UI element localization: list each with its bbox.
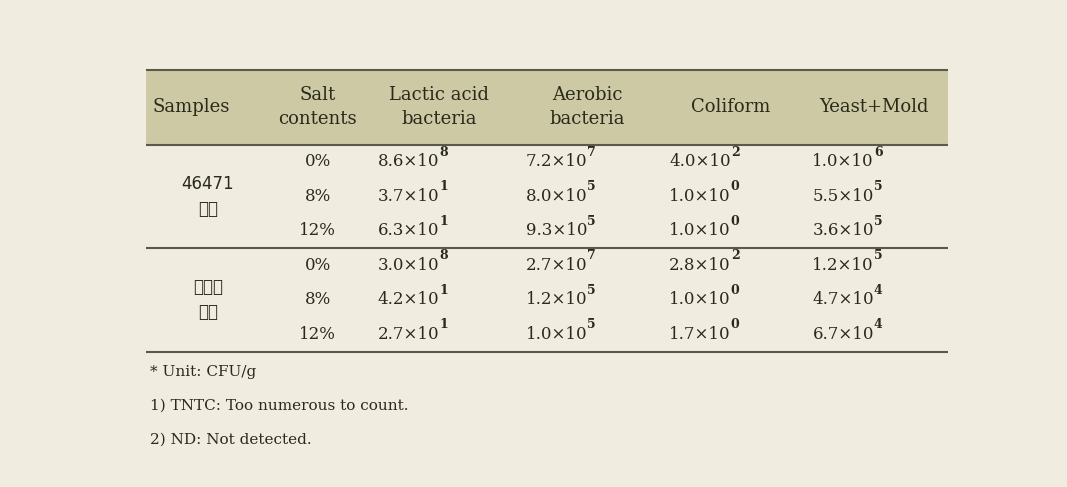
Text: 남안동
메주: 남안동 메주 — [193, 279, 223, 321]
Text: 2.8×10: 2.8×10 — [669, 257, 731, 274]
Text: 0: 0 — [731, 215, 739, 228]
Text: 5: 5 — [588, 318, 596, 331]
Text: 8%: 8% — [304, 291, 331, 308]
Text: Coliform: Coliform — [691, 98, 770, 116]
Text: 1.0×10: 1.0×10 — [526, 326, 588, 343]
Text: 1.0×10: 1.0×10 — [812, 153, 874, 170]
Text: 1.0×10: 1.0×10 — [669, 188, 731, 205]
Text: 8.0×10: 8.0×10 — [526, 188, 588, 205]
Text: 4.2×10: 4.2×10 — [378, 291, 440, 308]
Text: 1.2×10: 1.2×10 — [812, 257, 874, 274]
Text: 2: 2 — [731, 146, 739, 159]
Text: 4: 4 — [874, 284, 882, 297]
Text: 7: 7 — [588, 249, 596, 262]
Text: 3.7×10: 3.7×10 — [378, 188, 440, 205]
Text: 3.0×10: 3.0×10 — [378, 257, 440, 274]
Text: 0: 0 — [731, 284, 739, 297]
Text: 5: 5 — [588, 215, 596, 228]
Text: 8: 8 — [440, 146, 448, 159]
Text: 3.6×10: 3.6×10 — [812, 223, 874, 240]
Text: 6: 6 — [874, 146, 882, 159]
Text: 2) ND: Not detected.: 2) ND: Not detected. — [149, 432, 312, 446]
Text: 12%: 12% — [299, 326, 336, 343]
Text: 5: 5 — [874, 249, 882, 262]
Text: 1.2×10: 1.2×10 — [526, 291, 588, 308]
Text: 6.3×10: 6.3×10 — [378, 223, 440, 240]
Text: 1: 1 — [440, 284, 448, 297]
Text: 8.6×10: 8.6×10 — [378, 153, 440, 170]
Text: 0: 0 — [731, 180, 739, 193]
Text: 9.3×10: 9.3×10 — [526, 223, 588, 240]
Text: 1.0×10: 1.0×10 — [669, 291, 731, 308]
Text: 8: 8 — [440, 249, 448, 262]
Text: Yeast+Mold: Yeast+Mold — [819, 98, 928, 116]
Text: Samples: Samples — [153, 98, 229, 116]
Text: 1) TNTC: Too numerous to count.: 1) TNTC: Too numerous to count. — [149, 398, 409, 412]
Text: * Unit: CFU/g: * Unit: CFU/g — [149, 365, 256, 379]
Text: 0%: 0% — [304, 257, 331, 274]
Text: 4.0×10: 4.0×10 — [669, 153, 731, 170]
Text: 2: 2 — [731, 249, 739, 262]
Text: 1.7×10: 1.7×10 — [669, 326, 731, 343]
Text: 46471
메주: 46471 메주 — [181, 175, 234, 218]
Text: 2.7×10: 2.7×10 — [526, 257, 588, 274]
Text: 5: 5 — [874, 180, 882, 193]
Text: 8%: 8% — [304, 188, 331, 205]
Text: 2.7×10: 2.7×10 — [378, 326, 440, 343]
Text: 12%: 12% — [299, 223, 336, 240]
Text: 1.0×10: 1.0×10 — [669, 223, 731, 240]
Text: 0: 0 — [731, 318, 739, 331]
Text: 1: 1 — [440, 318, 448, 331]
Text: Salt
contents: Salt contents — [278, 86, 357, 128]
Text: Aerobic
bacteria: Aerobic bacteria — [550, 86, 625, 128]
Text: 5: 5 — [874, 215, 882, 228]
Text: 4: 4 — [874, 318, 882, 331]
Text: 5.5×10: 5.5×10 — [812, 188, 874, 205]
Text: 7.2×10: 7.2×10 — [526, 153, 588, 170]
Text: Lactic acid
bacteria: Lactic acid bacteria — [389, 86, 490, 128]
Text: 0%: 0% — [304, 153, 331, 170]
Text: 1: 1 — [440, 180, 448, 193]
Text: 5: 5 — [588, 284, 596, 297]
Text: 5: 5 — [588, 180, 596, 193]
Text: 6.7×10: 6.7×10 — [812, 326, 874, 343]
Text: 1: 1 — [440, 215, 448, 228]
Text: 4.7×10: 4.7×10 — [812, 291, 874, 308]
Text: 7: 7 — [588, 146, 596, 159]
